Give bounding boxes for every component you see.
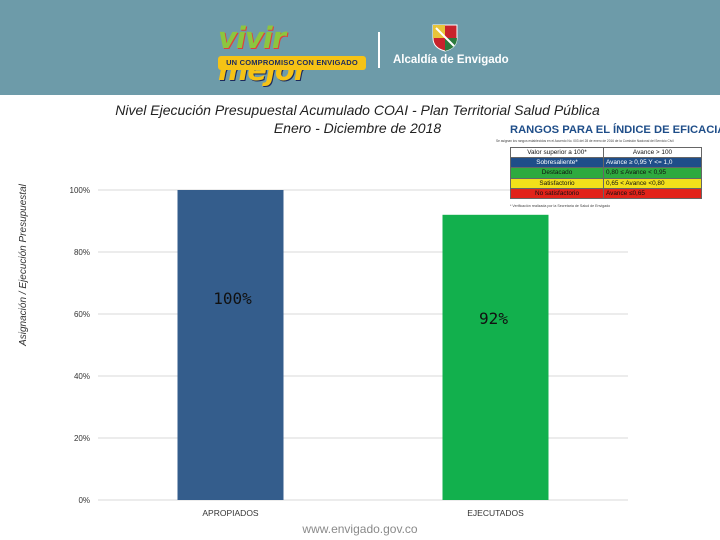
ranges-header-c1: Valor superior a 100*	[510, 146, 604, 159]
data-label: 92%	[479, 309, 508, 328]
footer-url[interactable]: www.envigado.gov.co	[302, 522, 418, 536]
y-tick-label: 20%	[74, 434, 90, 443]
ranges-table: Valor superior a 100* Avance > 100 Sobre…	[510, 146, 702, 199]
ranges-footnote: * Verificación realizada por la Secretar…	[510, 204, 611, 208]
range-value: Avance ≤0,65	[603, 187, 702, 199]
labels: 0% 20% 40% 60% 80% 100% APROPIADOS 100% EJECUTAD…	[70, 186, 525, 518]
y-tick-label: 40%	[74, 372, 90, 381]
bar	[442, 214, 549, 501]
institution-name: Alcaldía de Envigado	[393, 54, 509, 66]
ranges-title: RANGOS PARA EL ÍNDICE DE EFICACIA	[510, 124, 720, 136]
header-banner: vivir mejor UN COMPROMISO CON ENVIGADO A…	[0, 0, 720, 95]
ranges-row: Satisfactorio 0,65 < Avance <0,80	[510, 177, 702, 189]
ranges-row: Destacado 0,80 ≤ Avance < 0,95	[510, 167, 702, 179]
y-tick-label: 0%	[78, 496, 90, 505]
ranges-row: No satisfactorio Avance ≤0,65	[510, 187, 702, 199]
chart-title-line1: Nivel Ejecución Presupuestal Acumulado C…	[115, 102, 600, 118]
range-label: Destacado	[510, 167, 604, 179]
chart-title: Nivel Ejecución Presupuestal Acumulado C…	[60, 101, 655, 137]
range-value: 0,80 ≤ Avance < 0,95	[603, 167, 702, 179]
chart-subtitle: Enero - Diciembre de 2018	[273, 120, 442, 136]
range-label: Sobresaliente*	[510, 157, 604, 169]
range-label: No satisfactorio	[510, 187, 604, 199]
tagline: UN COMPROMISO CON ENVIGADO	[218, 56, 366, 70]
y-tick-label: 60%	[74, 310, 90, 319]
logo-divider	[378, 32, 380, 68]
y-tick-label: 80%	[74, 248, 90, 257]
ranges-note: Se asignan los rangos establecidos en el…	[496, 139, 674, 143]
bars	[177, 190, 549, 501]
efficacy-ranges-legend: RANGOS PARA EL ÍNDICE DE EFICACIA Se asi…	[496, 124, 720, 216]
envigado-crest-icon	[432, 24, 458, 52]
range-value: Avance ≥ 0,95 Y <= 1,0	[603, 157, 702, 169]
range-value: 0,65 < Avance <0,80	[603, 177, 702, 189]
y-tick-label: 100%	[70, 186, 90, 195]
ranges-header-c2: Avance > 100	[603, 146, 702, 159]
vivir-mejor-logo: vivir mejor UN COMPROMISO CON ENVIGADO	[218, 21, 368, 86]
x-tick-label: EJECUTADOS	[467, 508, 524, 518]
brand-vivir: vivir	[218, 21, 286, 55]
ranges-header-row: Valor superior a 100* Avance > 100	[510, 146, 702, 159]
data-label: 100%	[213, 289, 252, 308]
ranges-row: Sobresaliente* Avance ≥ 0,95 Y <= 1,0	[510, 157, 702, 169]
range-label: Satisfactorio	[510, 177, 604, 189]
bar	[177, 190, 284, 500]
x-tick-label: APROPIADOS	[202, 508, 259, 518]
